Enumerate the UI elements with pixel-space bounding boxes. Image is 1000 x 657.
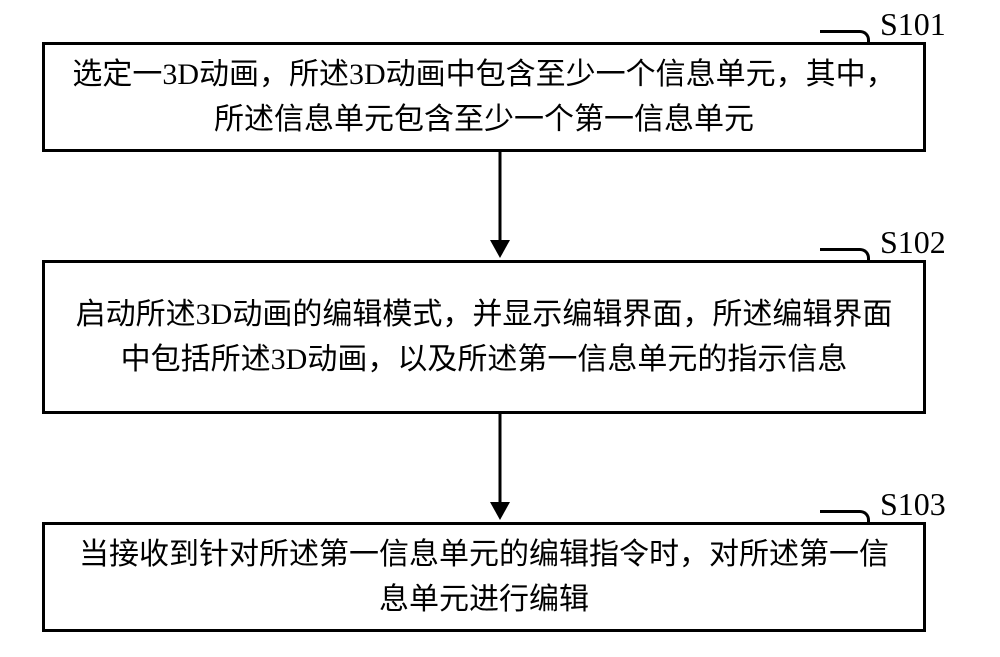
- label-hook-s101: [820, 30, 870, 42]
- step-box-s103: 当接收到针对所述第一信息单元的编辑指令时，对所述第一信息单元进行编辑: [42, 522, 926, 632]
- arrowhead-s101-s102: [490, 240, 510, 258]
- edge-s102-s103: [499, 414, 502, 502]
- step-text-s101: 选定一3D动画，所述3D动画中包含至少一个信息单元，其中，所述信息单元包含至少一…: [65, 52, 903, 142]
- step-label-s103: S103: [880, 486, 946, 523]
- edge-s101-s102: [499, 152, 502, 240]
- step-label-s101: S101: [880, 6, 946, 43]
- flowchart-canvas: S101 选定一3D动画，所述3D动画中包含至少一个信息单元，其中，所述信息单元…: [0, 0, 1000, 657]
- step-text-s102: 启动所述3D动画的编辑模式，并显示编辑界面，所述编辑界面中包括所述3D动画，以及…: [65, 292, 903, 382]
- arrowhead-s102-s103: [490, 502, 510, 520]
- step-text-s103: 当接收到针对所述第一信息单元的编辑指令时，对所述第一信息单元进行编辑: [65, 532, 903, 622]
- step-label-s102: S102: [880, 224, 946, 261]
- step-box-s101: 选定一3D动画，所述3D动画中包含至少一个信息单元，其中，所述信息单元包含至少一…: [42, 42, 926, 152]
- step-box-s102: 启动所述3D动画的编辑模式，并显示编辑界面，所述编辑界面中包括所述3D动画，以及…: [42, 260, 926, 414]
- label-hook-s102: [820, 248, 870, 260]
- label-hook-s103: [820, 510, 870, 522]
